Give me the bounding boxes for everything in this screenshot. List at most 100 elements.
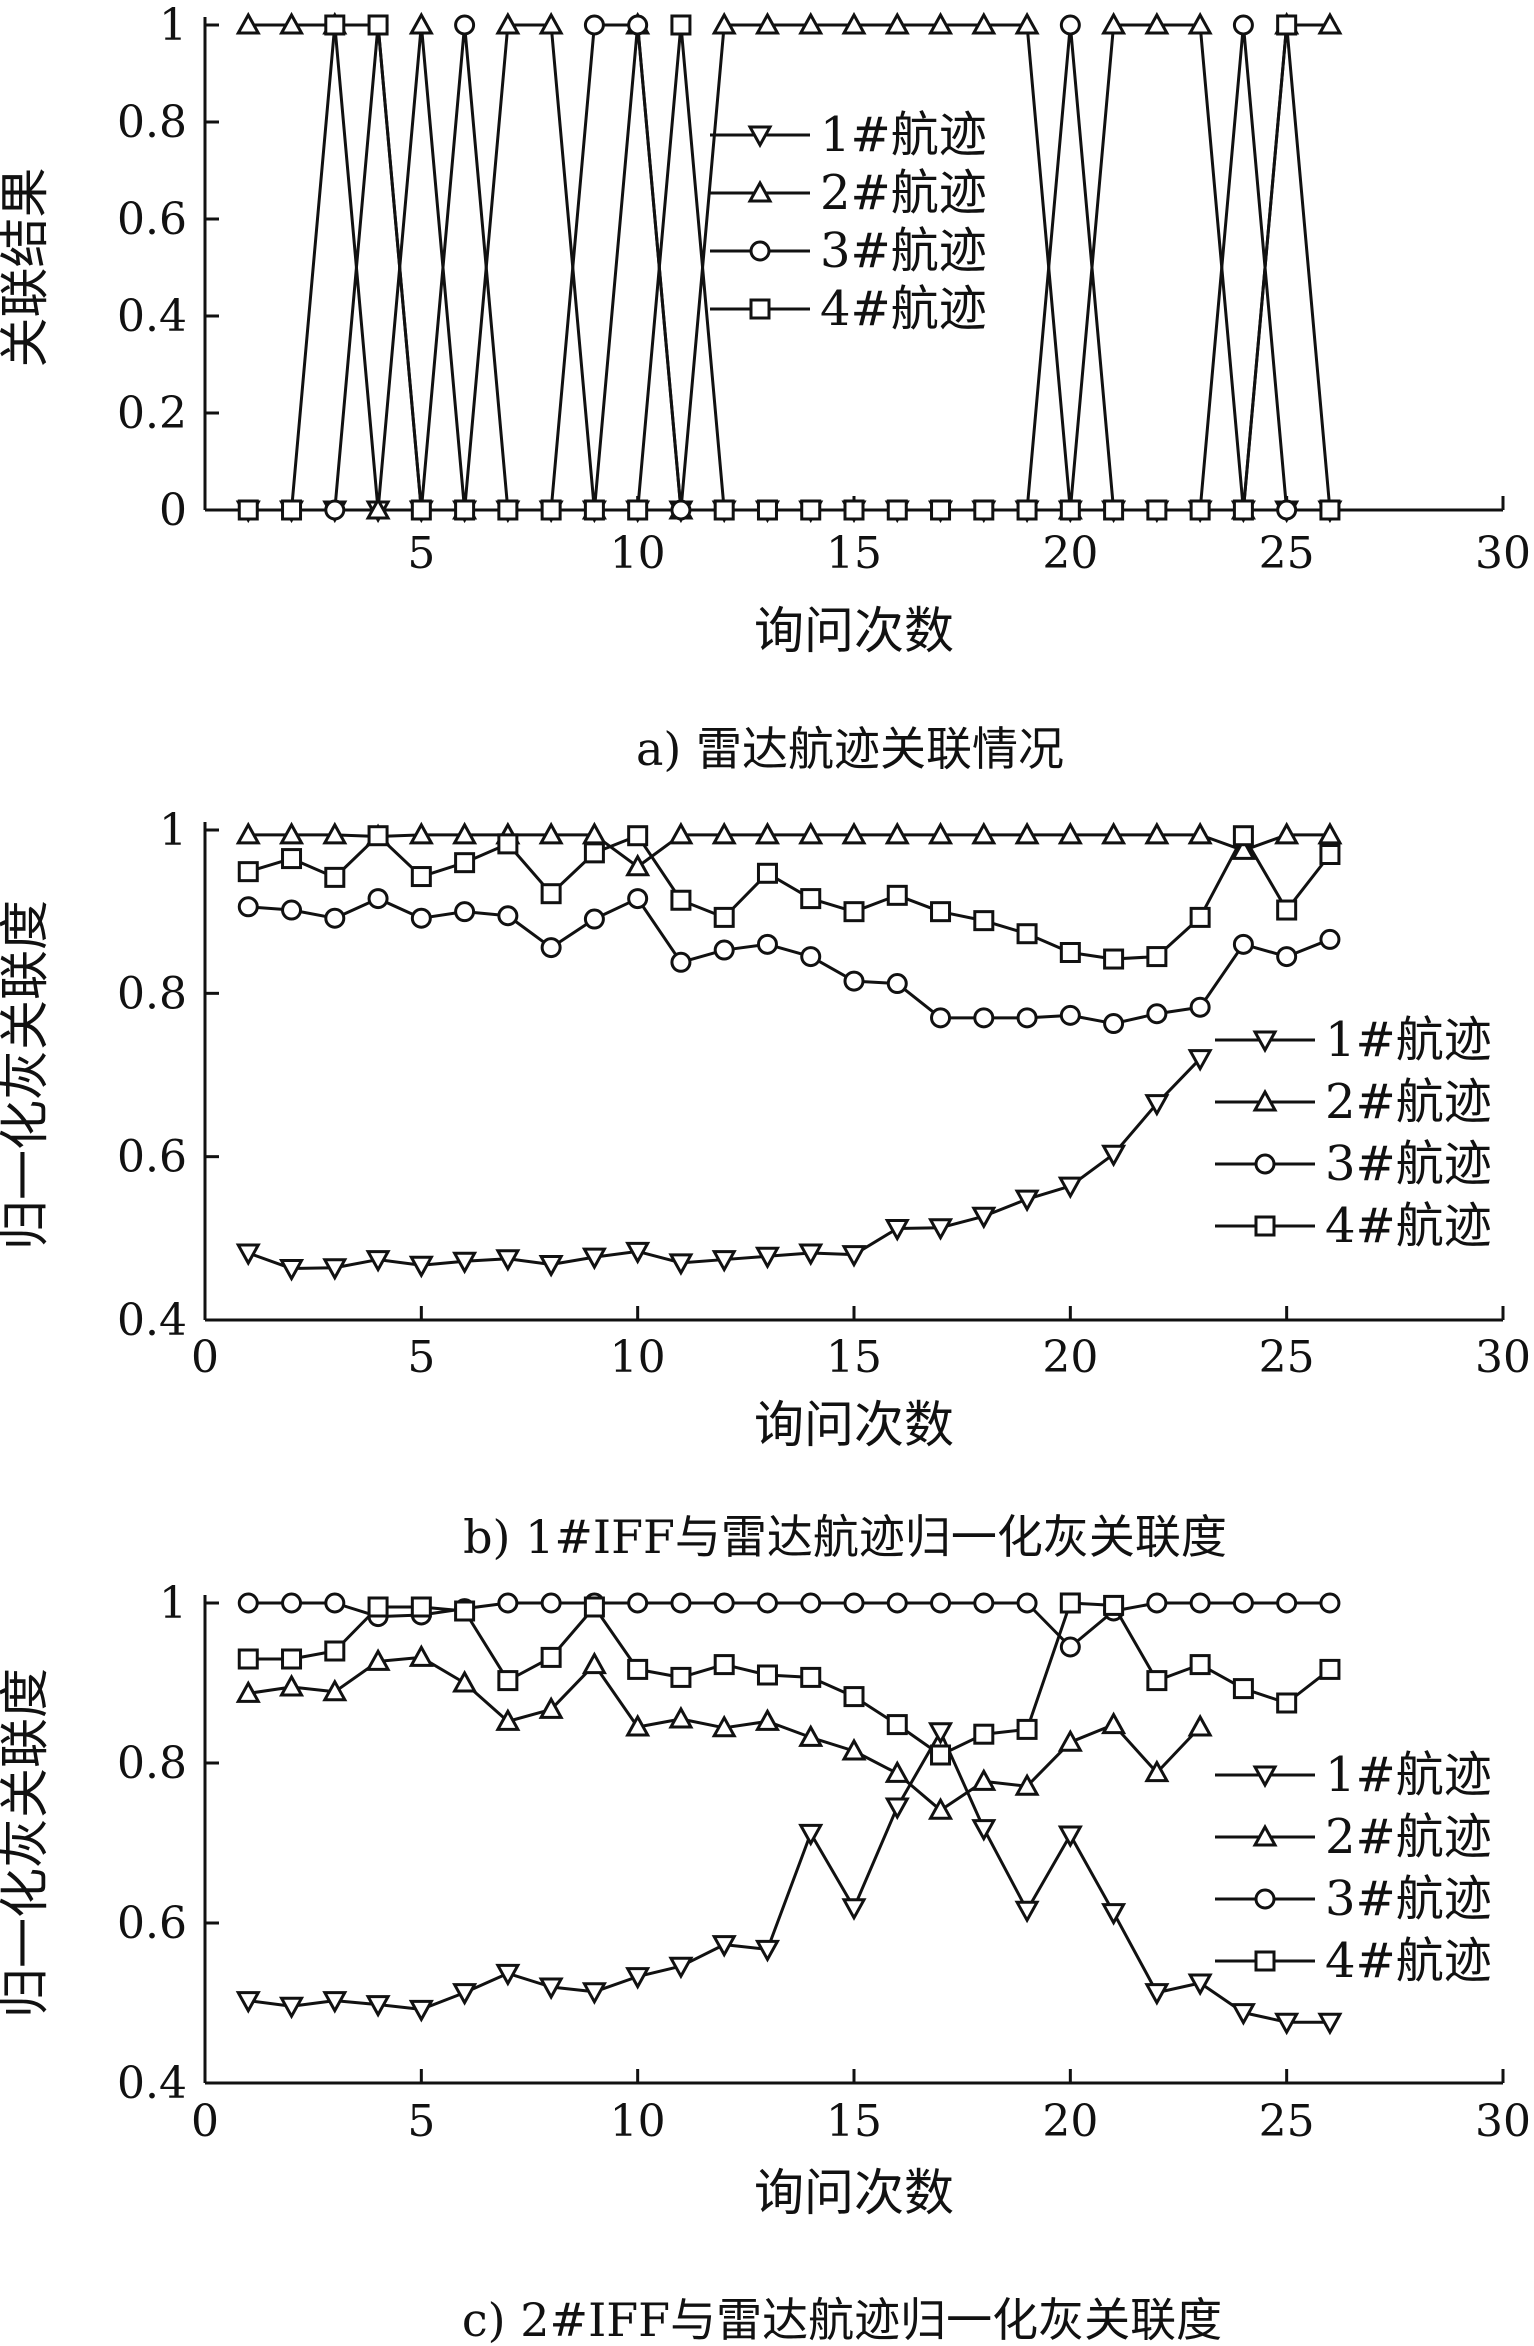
- y-tick-label: 0.8: [117, 97, 187, 148]
- data-point: [278, 1996, 305, 2020]
- data-point: [713, 499, 735, 521]
- data-point: [408, 1999, 434, 2023]
- data-point: [756, 1664, 778, 1686]
- legend-marker: [1254, 1888, 1276, 1910]
- data-point: [454, 901, 476, 923]
- data-point: [1016, 923, 1038, 945]
- x-tick-label: 15: [826, 2096, 882, 2147]
- data-point: [884, 1219, 910, 1242]
- data-point: [367, 888, 389, 910]
- data-point: [668, 1705, 694, 1729]
- data-point: [627, 1592, 649, 1614]
- data-point: [410, 1596, 432, 1618]
- data-point: [495, 1708, 521, 1731]
- data-point: [278, 1259, 305, 1282]
- data-point: [322, 821, 348, 845]
- data-point: [452, 1983, 478, 2006]
- y-tick-label: 1: [159, 1578, 187, 1629]
- x-tick-label: 10: [610, 528, 666, 579]
- legend-label: 1#航迹: [1325, 1747, 1492, 1803]
- data-point: [235, 1991, 261, 2014]
- data-point: [1059, 1004, 1081, 1026]
- data-point: [927, 1797, 954, 1820]
- data-point: [581, 1247, 607, 1271]
- data-point: [1016, 1592, 1038, 1614]
- data-point: [670, 951, 692, 973]
- data-point: [754, 821, 781, 845]
- data-point: [581, 1982, 607, 2005]
- data-point: [927, 1218, 954, 1241]
- y-axis-label: 关联结果: [0, 168, 54, 368]
- data-point: [798, 1823, 824, 1847]
- data-point: [1059, 14, 1081, 36]
- legend-marker: [749, 298, 771, 320]
- data-point: [930, 1744, 952, 1766]
- legend-item: 4#航迹: [710, 281, 987, 337]
- data-point: [713, 906, 735, 928]
- legend-label: 1#航迹: [1325, 1012, 1492, 1068]
- legend-marker: [1252, 1088, 1278, 1112]
- data-point: [841, 1898, 867, 1921]
- legend: 1#航迹 2#航迹 3#航迹 4#航迹: [1215, 1012, 1492, 1254]
- data-point: [1059, 1636, 1081, 1658]
- data-point: [1230, 2003, 1256, 2026]
- data-point: [583, 499, 605, 521]
- x-tick-label: 15: [826, 528, 882, 579]
- legend-item: 2#航迹: [710, 165, 987, 221]
- data-point: [1144, 1094, 1170, 1117]
- data-point: [1232, 499, 1254, 521]
- data-point: [886, 884, 908, 906]
- data-point: [670, 499, 692, 521]
- data-point: [1276, 1692, 1298, 1714]
- data-point: [538, 1977, 564, 2001]
- legend-marker: [1254, 1215, 1276, 1237]
- data-point: [713, 1654, 735, 1676]
- data-point: [454, 499, 476, 521]
- y-axis-label: 归一化灰关联度: [0, 900, 54, 1250]
- legend-item: 2#航迹: [1215, 1809, 1492, 1865]
- data-point: [324, 499, 346, 521]
- legend-marker: [747, 125, 773, 149]
- x-tick-label: 20: [1042, 528, 1098, 579]
- legend-item: 3#航迹: [1215, 1136, 1492, 1192]
- data-point: [1276, 499, 1298, 521]
- data-point: [798, 1724, 824, 1747]
- data-point: [235, 11, 261, 35]
- data-point: [278, 821, 305, 845]
- legend-marker: [1254, 1153, 1276, 1175]
- data-point: [410, 499, 432, 521]
- y-tick-label: 0.2: [117, 388, 187, 439]
- data-point: [538, 821, 564, 845]
- data-point: [886, 499, 908, 521]
- data-point: [971, 821, 997, 845]
- data-point: [1319, 1592, 1341, 1614]
- data-point: [973, 1723, 995, 1745]
- legend: 1#航迹 2#航迹 3#航迹 4#航迹: [1215, 1747, 1492, 1989]
- data-point: [583, 14, 605, 36]
- series-line: [248, 1601, 1331, 1757]
- data-point: [281, 1592, 303, 1614]
- data-point: [627, 499, 649, 521]
- data-point: [408, 1644, 434, 1667]
- x-tick-label: 25: [1259, 2096, 1315, 2147]
- legend-label: 2#航迹: [820, 165, 987, 221]
- data-point: [973, 910, 995, 932]
- series-1: [235, 1049, 1213, 1282]
- x-tick-label: 30: [1475, 528, 1531, 579]
- data-point: [1144, 11, 1170, 35]
- data-point: [841, 821, 867, 845]
- data-point: [1274, 821, 1300, 845]
- data-point: [367, 14, 389, 36]
- caption-b: b) 1#IFF与雷达航迹归一化灰关联度: [463, 1510, 1227, 1564]
- x-tick-label: 20: [1042, 1332, 1098, 1383]
- data-point: [281, 899, 303, 921]
- y-tick-label: 0.6: [117, 194, 187, 245]
- data-point: [583, 908, 605, 930]
- data-point: [843, 499, 865, 521]
- data-point: [1103, 499, 1125, 521]
- series-2: [235, 11, 1343, 520]
- x-tick-label: 0: [191, 2096, 219, 2147]
- data-point: [581, 1651, 607, 1675]
- data-point: [1103, 1594, 1125, 1616]
